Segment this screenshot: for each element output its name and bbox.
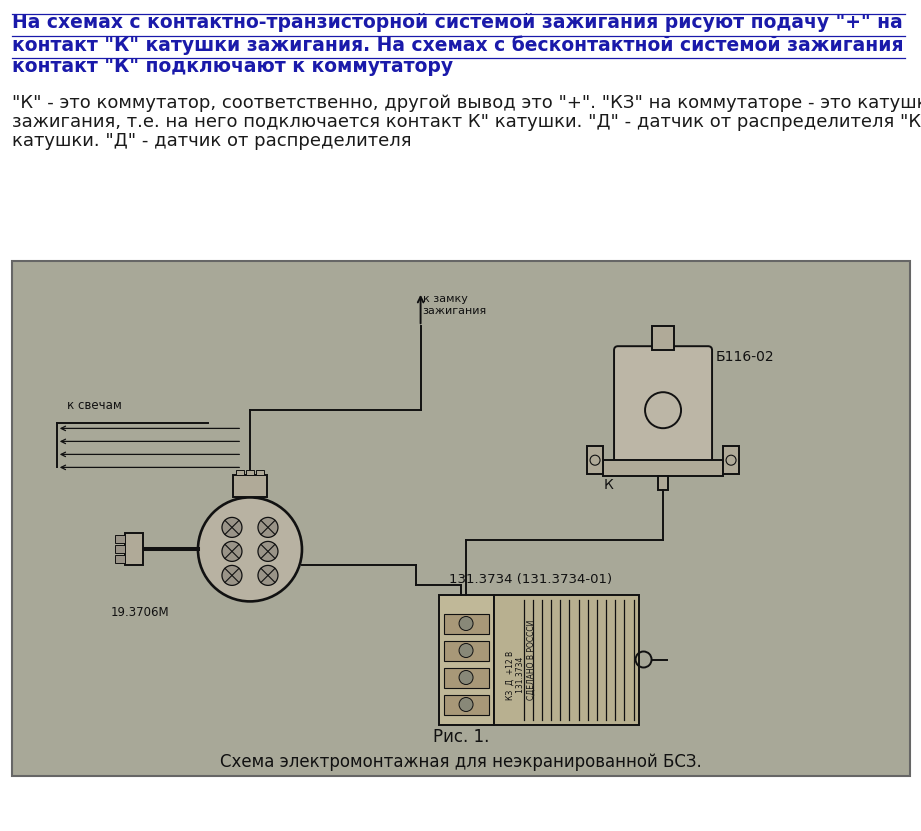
Text: На схемах с контактно-транзисторной системой зажигания рисуют подачу "+" на: На схемах с контактно-транзисторной сист…	[12, 13, 903, 32]
Circle shape	[459, 643, 473, 657]
Circle shape	[459, 697, 473, 711]
Bar	[723, 446, 739, 475]
Circle shape	[198, 498, 302, 602]
Bar	[233, 475, 267, 498]
Text: КЗ  Д  +12 В
   131.3734
СДЕЛАНО В РОСССИ: КЗ Д +12 В 131.3734 СДЕЛАНО В РОСССИ	[506, 619, 535, 700]
Text: Схема электромонтажная для неэкранированной БСЗ.: Схема электромонтажная для неэкранирован…	[220, 753, 702, 770]
Bar	[246, 470, 254, 475]
Bar	[444, 613, 488, 633]
Bar	[125, 534, 143, 565]
Bar	[115, 545, 125, 553]
FancyBboxPatch shape	[614, 347, 712, 465]
Text: 131.3734 (131.3734-01): 131.3734 (131.3734-01)	[449, 573, 612, 587]
Text: к свечам: к свечам	[67, 400, 122, 412]
Circle shape	[258, 518, 278, 538]
Circle shape	[222, 518, 242, 538]
Circle shape	[258, 565, 278, 585]
Bar	[438, 594, 494, 725]
Text: контакт "К" катушки зажигания. На схемах с бесконтактной системой зажигания: контакт "К" катушки зажигания. На схемах…	[12, 35, 904, 55]
Bar	[587, 446, 603, 475]
Circle shape	[459, 671, 473, 685]
Bar	[12, 261, 910, 776]
Circle shape	[222, 542, 242, 562]
Bar	[603, 460, 723, 476]
Bar	[444, 641, 488, 661]
Circle shape	[258, 542, 278, 562]
Bar	[236, 470, 244, 475]
Circle shape	[222, 565, 242, 585]
Bar	[256, 470, 264, 475]
Text: 19.3706М: 19.3706М	[111, 607, 169, 619]
Text: катушки. "Д" - датчик от распределителя: катушки. "Д" - датчик от распределителя	[12, 132, 412, 150]
Text: Рис. 1.: Рис. 1.	[433, 729, 489, 746]
Text: к замку
зажигания: к замку зажигания	[423, 294, 487, 316]
Text: "К" - это коммутатор, соответственно, другой вывод это "+". "КЗ" на коммутаторе : "К" - это коммутатор, соответственно, др…	[12, 94, 921, 112]
Bar	[494, 594, 638, 725]
Text: Б116-02: Б116-02	[716, 350, 775, 364]
Bar	[444, 695, 488, 715]
Bar	[658, 476, 668, 490]
Text: зажигания, т.е. на него подключается контакт К" катушки. "Д" - датчик от распред: зажигания, т.е. на него подключается кон…	[12, 113, 921, 131]
Bar	[444, 667, 488, 687]
Bar	[115, 535, 125, 543]
Circle shape	[459, 617, 473, 631]
Text: К: К	[603, 478, 613, 492]
Bar	[115, 555, 125, 563]
Text: контакт "К" подключают к коммутатору: контакт "К" подключают к коммутатору	[12, 57, 453, 76]
Bar	[652, 327, 674, 350]
